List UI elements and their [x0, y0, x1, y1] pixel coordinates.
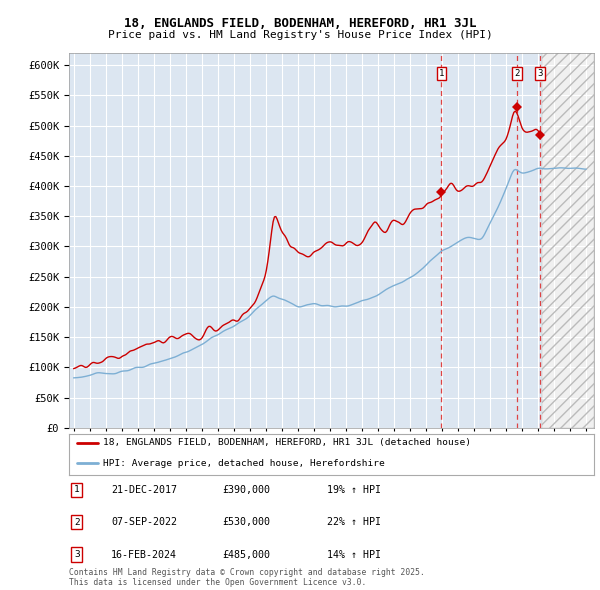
Text: 3: 3: [537, 69, 542, 78]
Text: 19% ↑ HPI: 19% ↑ HPI: [327, 485, 381, 494]
Text: 1: 1: [439, 69, 444, 78]
Text: 1: 1: [74, 485, 80, 494]
Text: 16-FEB-2024: 16-FEB-2024: [111, 550, 177, 559]
Text: 22% ↑ HPI: 22% ↑ HPI: [327, 517, 381, 527]
Text: £530,000: £530,000: [222, 517, 270, 527]
Text: 18, ENGLANDS FIELD, BODENHAM, HEREFORD, HR1 3JL: 18, ENGLANDS FIELD, BODENHAM, HEREFORD, …: [124, 17, 476, 30]
Text: 07-SEP-2022: 07-SEP-2022: [111, 517, 177, 527]
Text: 18, ENGLANDS FIELD, BODENHAM, HEREFORD, HR1 3JL (detached house): 18, ENGLANDS FIELD, BODENHAM, HEREFORD, …: [103, 438, 471, 447]
Text: 14% ↑ HPI: 14% ↑ HPI: [327, 550, 381, 559]
Text: 3: 3: [74, 550, 80, 559]
Text: 2: 2: [514, 69, 520, 78]
Text: 2: 2: [74, 517, 80, 527]
Text: 21-DEC-2017: 21-DEC-2017: [111, 485, 177, 494]
Text: Contains HM Land Registry data © Crown copyright and database right 2025.
This d: Contains HM Land Registry data © Crown c…: [69, 568, 425, 587]
Text: HPI: Average price, detached house, Herefordshire: HPI: Average price, detached house, Here…: [103, 459, 385, 468]
Text: Price paid vs. HM Land Registry's House Price Index (HPI): Price paid vs. HM Land Registry's House …: [107, 30, 493, 40]
Text: £390,000: £390,000: [222, 485, 270, 494]
Bar: [542, 53, 594, 428]
Bar: [542, 53, 594, 428]
Text: £485,000: £485,000: [222, 550, 270, 559]
